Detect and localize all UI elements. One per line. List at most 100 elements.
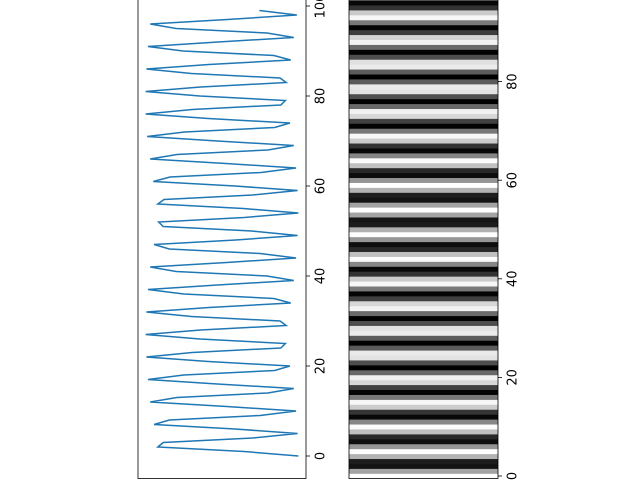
image-row: [349, 113, 498, 119]
image-row: [349, 261, 498, 267]
image-row: [349, 177, 498, 183]
image-row: [349, 142, 498, 149]
image-row: [349, 133, 498, 139]
image-row: [349, 423, 498, 430]
image-row: [349, 64, 498, 70]
image-row: [349, 266, 498, 272]
image-row: [349, 78, 498, 85]
image-row: [349, 103, 498, 110]
image-row: [349, 49, 498, 55]
image-row: [349, 197, 498, 203]
image-row: [349, 448, 498, 455]
image-row: [349, 202, 498, 208]
image-row: [349, 137, 498, 144]
image-row: [349, 419, 498, 425]
image-row: [349, 256, 498, 262]
image-row: [349, 68, 498, 75]
image-row: [349, 44, 498, 50]
image-row: [349, 458, 498, 464]
image-row: [349, 221, 498, 228]
y-tick-label: 20: [314, 358, 329, 375]
image-row: [349, 300, 498, 307]
image-row: [349, 394, 498, 400]
image-row: [349, 24, 498, 31]
image-row: [349, 276, 498, 282]
image-row: [349, 359, 498, 366]
image-row: [349, 59, 498, 65]
y-tick-label: 40: [314, 268, 329, 285]
image-row: [349, 468, 498, 474]
image-row: [349, 0, 498, 6]
image-row: [349, 384, 498, 391]
image-row: [349, 369, 498, 376]
image-row: [349, 0, 498, 1]
y-tick-label: 60: [506, 172, 521, 189]
image-row: [349, 409, 498, 415]
image-row: [349, 330, 498, 336]
y-tick-label: 0: [506, 472, 521, 480]
y-tick-label: 20: [506, 369, 521, 386]
y-tick-label: 80: [506, 73, 521, 90]
image-row: [349, 246, 498, 252]
image-row: [349, 399, 498, 405]
image-row: [349, 305, 498, 312]
image-row: [349, 310, 498, 317]
image-row: [349, 167, 498, 174]
image-row: [349, 172, 498, 179]
image-row: [349, 93, 498, 100]
image-row: [349, 226, 498, 233]
axes-frame: [137, 0, 307, 479]
line-series: [145, 9, 299, 457]
image-row: [349, 320, 498, 326]
image-row: [349, 187, 498, 193]
image-row: [349, 428, 498, 435]
image-row: [349, 271, 498, 277]
image-row: [349, 463, 498, 469]
image-row: [349, 19, 498, 26]
image-row: [349, 345, 498, 351]
image-row: [349, 290, 498, 297]
image-row: [349, 231, 498, 238]
image-row: [349, 340, 498, 346]
image-row: [349, 251, 498, 257]
image-row: [349, 379, 498, 386]
image-row: [349, 349, 498, 356]
image-row: [349, 438, 498, 445]
image-row: [349, 207, 498, 213]
image-row: [349, 211, 498, 218]
image-row: [349, 108, 498, 114]
image-row: [349, 54, 498, 60]
image-row: [349, 453, 498, 460]
image-row: [349, 98, 498, 105]
image-row: [349, 4, 498, 11]
axes-frame: [348, 0, 499, 479]
image-row: [349, 147, 498, 154]
image-row: [349, 280, 498, 287]
image-row: [349, 374, 498, 381]
image-row: [349, 182, 498, 188]
image-row: [349, 285, 498, 292]
image-row: [349, 389, 498, 395]
y-tick-label: 80: [314, 88, 329, 105]
image-row: [349, 443, 498, 450]
image-row: [349, 364, 498, 371]
image-row: [349, 34, 498, 40]
image-row: [349, 473, 498, 479]
image-row: [349, 39, 498, 45]
y-tick-label: 40: [506, 271, 521, 288]
image-row: [349, 29, 498, 36]
image-row: [349, 192, 498, 198]
image-row: [349, 83, 498, 90]
image-row: [349, 14, 498, 21]
image-row: [349, 315, 498, 322]
image-row: [349, 73, 498, 80]
image-row: [349, 123, 498, 129]
image-row: [349, 354, 498, 361]
image-row: [349, 216, 498, 223]
image-row: [349, 9, 498, 16]
y-tick-label: 100: [314, 0, 329, 18]
image-row: [349, 152, 498, 159]
image-row: [349, 414, 498, 420]
image-row: [349, 433, 498, 440]
